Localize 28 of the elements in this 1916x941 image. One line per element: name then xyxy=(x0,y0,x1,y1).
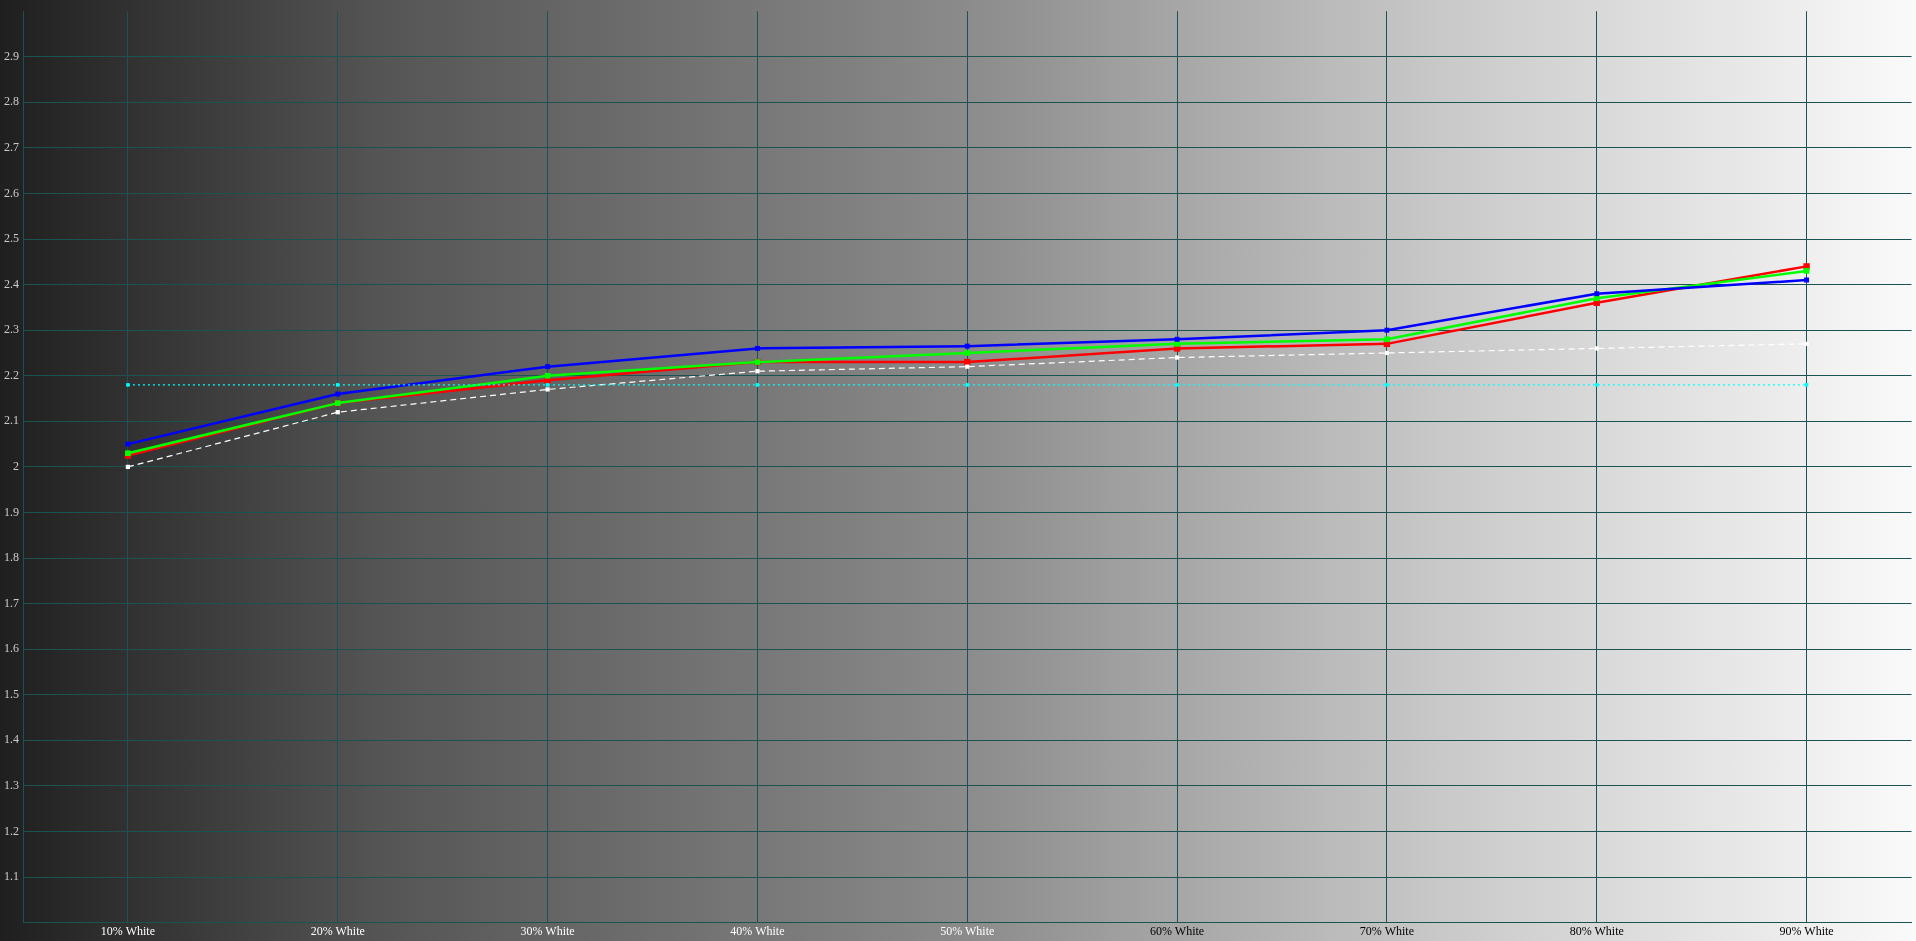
y-tick-label: 1.3 xyxy=(4,778,19,793)
y-tick-label: 1.5 xyxy=(4,686,19,701)
y-tick-label: 2.7 xyxy=(4,140,19,155)
y-tick-label: 2.3 xyxy=(4,322,19,337)
y-tick-label: 2.1 xyxy=(4,413,19,428)
y-tick-label: 1.1 xyxy=(4,869,19,884)
x-tick-label: 50% White xyxy=(940,923,995,938)
x-tick-label: 90% White xyxy=(1779,923,1834,938)
y-tick-label: 1.2 xyxy=(4,823,19,838)
y-tick-label: 2.5 xyxy=(4,231,19,246)
y-tick-label: 1.7 xyxy=(4,595,19,610)
x-tick-label: 40% White xyxy=(730,923,785,938)
y-tick-label: 1.4 xyxy=(4,732,19,747)
x-tick-label: 10% White xyxy=(100,923,155,938)
y-tick-label: 2.9 xyxy=(4,48,19,63)
y-tick-label: 2 xyxy=(13,459,19,474)
x-tick-label: 80% White xyxy=(1569,923,1624,938)
y-tick-label: 2.8 xyxy=(4,94,19,109)
y-tick-label: 1.8 xyxy=(4,550,19,565)
y-tick-label: 1.9 xyxy=(4,504,19,519)
x-tick-label: 20% White xyxy=(310,923,365,938)
y-tick-label: 2.6 xyxy=(4,185,19,200)
y-tick-label: 2.2 xyxy=(4,367,19,382)
x-tick-label: 60% White xyxy=(1150,923,1205,938)
y-tick-label: 1.6 xyxy=(4,641,19,656)
y-tick-label: 2.4 xyxy=(4,276,19,291)
x-tick-label: 30% White xyxy=(520,923,575,938)
x-tick-label: 70% White xyxy=(1359,923,1414,938)
